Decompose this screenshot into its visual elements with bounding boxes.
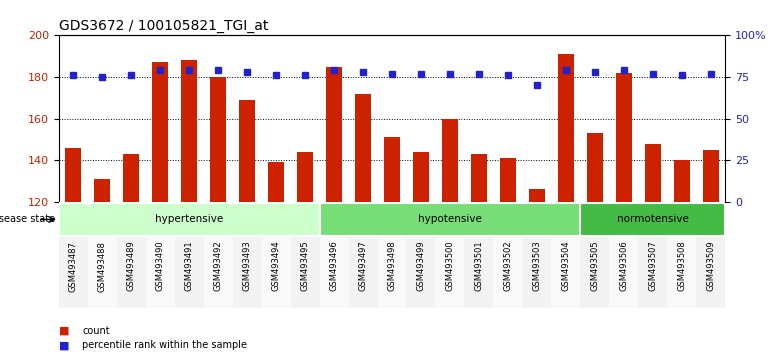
Bar — [326, 67, 342, 202]
Bar — [59, 203, 320, 236]
Text: GSM493496: GSM493496 — [329, 241, 339, 291]
Text: GSM493498: GSM493498 — [387, 241, 397, 291]
Text: GSM493506: GSM493506 — [619, 241, 628, 291]
Bar — [493, 237, 522, 308]
Bar — [291, 237, 320, 308]
Text: GSM493492: GSM493492 — [214, 241, 223, 291]
Bar — [384, 137, 400, 202]
Text: normotensive: normotensive — [617, 215, 688, 224]
Bar — [609, 237, 638, 308]
Text: GSM493499: GSM493499 — [416, 241, 426, 291]
Bar — [349, 237, 378, 308]
Text: GSM493488: GSM493488 — [98, 241, 107, 292]
Text: GSM493504: GSM493504 — [561, 241, 570, 291]
Text: count: count — [82, 326, 110, 336]
Text: GSM493507: GSM493507 — [648, 241, 657, 291]
Text: disease state: disease state — [0, 215, 55, 224]
Bar — [233, 237, 262, 308]
Bar — [558, 54, 574, 202]
Bar — [123, 154, 140, 202]
Text: GDS3672 / 100105821_TGI_at: GDS3672 / 100105821_TGI_at — [59, 19, 268, 33]
Bar — [587, 133, 603, 202]
Bar — [696, 237, 725, 308]
Bar — [146, 237, 175, 308]
Bar — [580, 203, 725, 236]
Bar — [442, 119, 458, 202]
Text: ■: ■ — [59, 340, 69, 350]
Bar — [268, 162, 284, 202]
Bar — [413, 152, 429, 202]
Bar — [204, 237, 233, 308]
Bar — [378, 237, 406, 308]
Text: GSM493489: GSM493489 — [127, 241, 136, 291]
Bar — [615, 73, 632, 202]
Bar — [94, 179, 111, 202]
Text: GSM493497: GSM493497 — [358, 241, 368, 291]
Bar — [667, 237, 696, 308]
Bar — [580, 237, 609, 308]
Bar — [88, 237, 117, 308]
Bar — [471, 154, 487, 202]
Bar — [464, 237, 493, 308]
Bar — [117, 237, 146, 308]
Bar — [551, 237, 580, 308]
Bar — [435, 237, 464, 308]
Bar — [297, 152, 313, 202]
Bar — [152, 62, 169, 202]
Bar — [638, 237, 667, 308]
Bar — [406, 237, 435, 308]
Text: GSM493500: GSM493500 — [445, 241, 455, 291]
Bar — [210, 77, 226, 202]
Bar — [239, 100, 255, 202]
Bar — [65, 148, 82, 202]
Text: hypotensive: hypotensive — [418, 215, 482, 224]
Bar — [644, 143, 661, 202]
Bar — [181, 60, 197, 202]
Text: ■: ■ — [59, 326, 69, 336]
Text: GSM493491: GSM493491 — [185, 241, 194, 291]
Text: hypertensive: hypertensive — [155, 215, 223, 224]
Text: GSM493493: GSM493493 — [242, 241, 252, 291]
Bar — [529, 189, 545, 202]
Text: GSM493505: GSM493505 — [590, 241, 599, 291]
Bar — [262, 237, 291, 308]
Text: GSM493502: GSM493502 — [503, 241, 513, 291]
Text: percentile rank within the sample: percentile rank within the sample — [82, 340, 247, 350]
Bar — [500, 158, 516, 202]
Text: GSM493509: GSM493509 — [706, 241, 715, 291]
Text: GSM493503: GSM493503 — [532, 241, 542, 291]
Text: GSM493494: GSM493494 — [271, 241, 281, 291]
Bar — [355, 93, 371, 202]
Text: GSM493487: GSM493487 — [69, 241, 78, 292]
Bar — [522, 237, 551, 308]
Bar — [320, 203, 580, 236]
Text: GSM493501: GSM493501 — [474, 241, 484, 291]
Bar — [175, 237, 204, 308]
Bar — [320, 237, 349, 308]
Bar — [702, 150, 719, 202]
Bar — [673, 160, 690, 202]
Text: GSM493508: GSM493508 — [677, 241, 686, 291]
Text: GSM493490: GSM493490 — [156, 241, 165, 291]
Bar — [59, 237, 88, 308]
Text: GSM493495: GSM493495 — [300, 241, 310, 291]
